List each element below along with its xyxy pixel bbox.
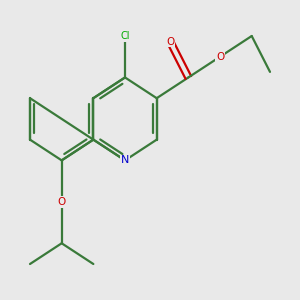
Text: Cl: Cl [120, 31, 130, 41]
Text: O: O [58, 197, 66, 207]
Text: O: O [216, 52, 224, 62]
Text: O: O [166, 37, 174, 46]
Text: N: N [121, 155, 129, 165]
